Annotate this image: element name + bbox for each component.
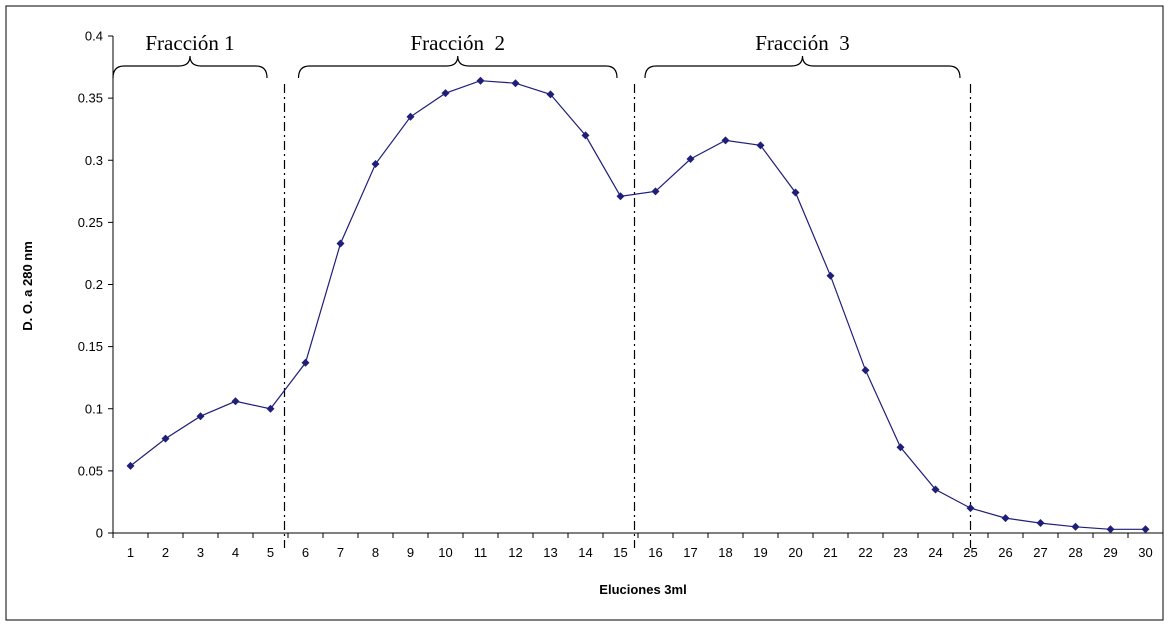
x-tick-label: 8 [372, 545, 379, 560]
data-point [1001, 514, 1010, 523]
x-tick-label: 20 [788, 545, 802, 560]
axes: 00.050.10.150.20.250.30.350.41 2 3 4 5 6 7 8 9 10… [78, 29, 1164, 560]
x-tick-label: 12 [508, 545, 522, 560]
x-tick-label: 25 [963, 545, 977, 560]
fraction-bracket [644, 55, 961, 79]
data-point [511, 79, 520, 88]
x-tick-label: 4 [232, 545, 239, 560]
y-axis-title: D. O. a 280 nm [20, 241, 35, 331]
data-point [371, 159, 380, 168]
data-point [1106, 525, 1115, 534]
fraction-label: Fracción 3 [755, 31, 849, 55]
x-tick-label: 10 [438, 545, 452, 560]
y-tick-label: 0.4 [85, 29, 103, 44]
x-tick-label: 18 [718, 545, 732, 560]
x-tick-label: 16 [648, 545, 662, 560]
data-point [336, 239, 345, 248]
data-point [826, 271, 835, 280]
data-point [546, 90, 555, 99]
data-series [126, 76, 1150, 534]
data-point [931, 485, 940, 494]
x-tick-label: 27 [1033, 545, 1047, 560]
x-tick-label: 15 [613, 545, 627, 560]
y-tick-label: 0.05 [78, 463, 103, 478]
fraction-bracket [297, 55, 618, 79]
data-point [1036, 519, 1045, 528]
y-tick-label: 0.1 [85, 401, 103, 416]
x-tick-label: 28 [1068, 545, 1082, 560]
chart-frame [5, 5, 1164, 621]
x-tick-label: 13 [543, 545, 557, 560]
x-tick-label: 21 [823, 545, 837, 560]
x-tick-label: 6 [302, 545, 309, 560]
data-point [861, 366, 870, 375]
fraction-brackets: Fracción 1 Fracción 2 Fracción 3 [112, 31, 961, 79]
x-tick-label: 5 [267, 545, 274, 560]
data-point [266, 404, 275, 413]
x-tick-label: 2 [162, 545, 169, 560]
y-tick-label: 0.3 [85, 153, 103, 168]
x-tick-label: 22 [858, 545, 872, 560]
data-point [966, 504, 975, 513]
data-point [441, 89, 450, 98]
data-point [791, 188, 800, 197]
y-tick-label: 0.25 [78, 215, 103, 230]
data-point [896, 443, 905, 452]
data-point [686, 155, 695, 164]
x-tick-label: 3 [197, 545, 204, 560]
x-tick-label: 26 [998, 545, 1012, 560]
x-tick-label: 9 [407, 545, 414, 560]
data-point [721, 136, 730, 145]
y-tick-label: 0.15 [78, 339, 103, 354]
y-tick-label: 0 [96, 526, 103, 541]
x-tick-label: 23 [893, 545, 907, 560]
x-axis-title: Eluciones 3ml [599, 582, 686, 597]
x-tick-label: 17 [683, 545, 697, 560]
data-point [651, 187, 660, 196]
data-point [1141, 525, 1150, 534]
fraction-label: Fracción 2 [411, 31, 505, 55]
data-point [126, 461, 135, 470]
x-tick-label: 11 [474, 545, 488, 560]
data-point [616, 192, 625, 201]
data-point [406, 112, 415, 121]
y-tick-label: 0.35 [78, 91, 103, 106]
y-tick-label: 0.2 [85, 277, 103, 292]
x-tick-label: 14 [578, 545, 592, 560]
x-tick-label: 1 [127, 545, 134, 560]
data-point [756, 141, 765, 150]
x-tick-label: 29 [1103, 545, 1117, 560]
fraction-dividers [283, 84, 972, 548]
data-point [581, 131, 590, 140]
data-point [301, 358, 310, 367]
x-tick-label: 30 [1138, 545, 1152, 560]
fraction-bracket [112, 55, 268, 79]
x-tick-label: 19 [753, 545, 767, 560]
data-point [196, 412, 205, 421]
data-point [476, 76, 485, 85]
series-line [130, 80, 1146, 530]
data-point [1071, 522, 1080, 531]
x-tick-label: 7 [337, 545, 344, 560]
data-point [161, 434, 170, 443]
data-point [231, 397, 240, 406]
fraction-label: Fracción 1 [145, 31, 234, 55]
x-tick-label: 24 [928, 545, 942, 560]
